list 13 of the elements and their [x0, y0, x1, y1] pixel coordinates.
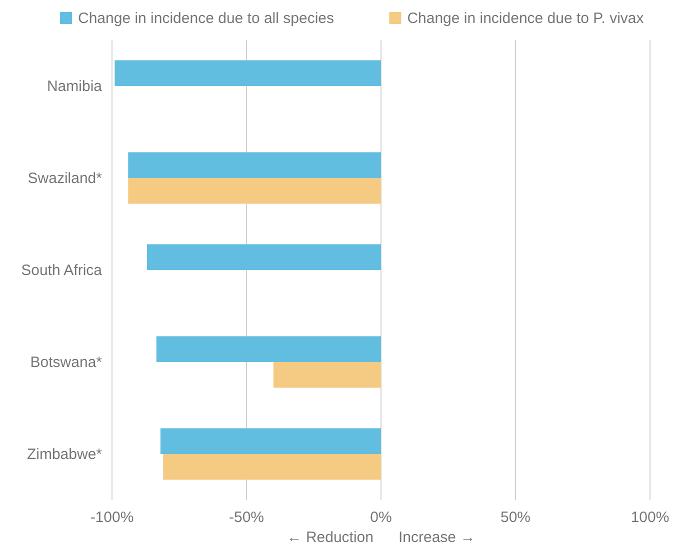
x-tick-label: -100% [90, 509, 134, 526]
y-tick-label: Zimbabwe* [26, 446, 102, 463]
y-tick-label: Botswana* [30, 354, 102, 371]
x-tick-label: -50% [228, 509, 264, 526]
legend-label: Change in incidence due to P. vivax [407, 10, 644, 27]
x-tick-label: 0% [370, 509, 392, 526]
x-tick-label: 50% [500, 509, 531, 526]
x-axis-title: ← Reduction Increase → [286, 529, 476, 546]
legend-label: Change in incidence due to all species [78, 10, 334, 27]
y-tick-label: Swaziland* [28, 170, 102, 187]
y-tick-label: Namibia [46, 78, 103, 95]
y-tick-label: South Africa [21, 262, 103, 279]
x-tick-label: 100% [630, 509, 670, 526]
